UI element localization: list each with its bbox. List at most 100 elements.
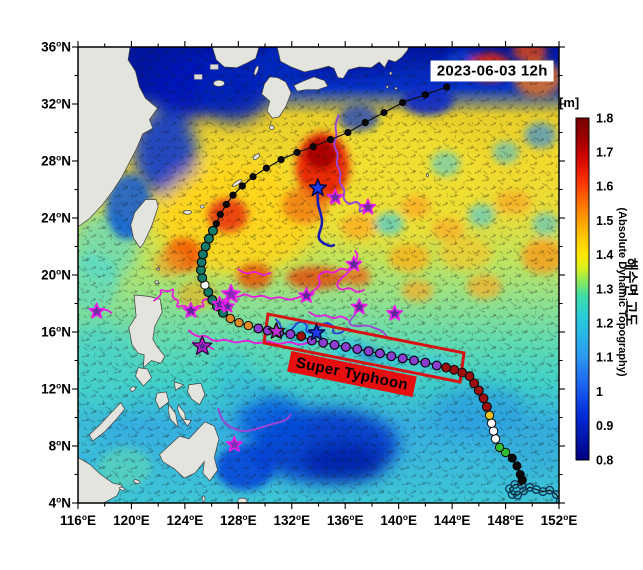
track-point [500, 447, 511, 458]
axis-tick-label: 24oN [41, 209, 71, 225]
track-point [399, 98, 407, 107]
star-marker [359, 198, 377, 215]
track-point [420, 357, 431, 368]
colorbar-unit-label: [m] [559, 95, 580, 110]
map-axes: 116oE 120oE 124oE 128oE 132oE 136oE 140oE 144oE… [41, 38, 577, 528]
track-point [510, 479, 520, 489]
star-marker [221, 283, 241, 303]
track-point [490, 434, 501, 444]
track-point [234, 318, 244, 328]
track-point [555, 496, 559, 503]
track-point [551, 489, 559, 499]
track-point [207, 225, 218, 236]
track-point [222, 200, 230, 209]
axis-tick-label: 148oE [487, 512, 524, 528]
axis-tick-label: 4oN [49, 494, 71, 510]
track-point [318, 337, 329, 348]
axis-tick-label: 152oE [541, 512, 578, 528]
track-point [243, 320, 254, 331]
track-point [494, 442, 505, 453]
track-point [326, 136, 335, 144]
axis-tick-label: 120oE [113, 512, 150, 528]
track-point [296, 331, 307, 342]
track-point [473, 385, 484, 396]
track-point [293, 148, 301, 157]
track-point [431, 360, 442, 371]
axis-tick-label: 16oN [41, 323, 71, 339]
track-point [361, 118, 369, 127]
track-point [253, 323, 264, 334]
colorbar-tick-label: 1.8 [596, 111, 613, 125]
axis-tick-label: 12oN [41, 380, 71, 396]
colorbar-tick-label: 1 [596, 385, 603, 399]
track-point [238, 182, 246, 190]
star-marker [307, 323, 326, 341]
axis-tick-label: 124oE [167, 512, 204, 528]
typhoon-track-points [195, 83, 559, 503]
axis-tick-label: 28oN [41, 152, 71, 168]
star-marker [88, 302, 106, 319]
star-marker [267, 322, 286, 339]
axis-tick-label: 20oN [41, 266, 71, 282]
star-marker [350, 298, 368, 315]
star-markers [88, 178, 404, 452]
colorbar-tick-label: 1.4 [596, 248, 613, 262]
star-marker [326, 188, 344, 205]
track-point [481, 401, 492, 412]
track-point [203, 233, 214, 244]
track-point [441, 362, 452, 373]
track-point [449, 364, 460, 375]
track-point [421, 91, 429, 99]
track-point [309, 143, 317, 151]
track-point [484, 410, 495, 421]
track-point [513, 490, 523, 500]
track-point [363, 346, 374, 357]
star-marker [345, 255, 363, 272]
track-point [515, 470, 525, 479]
axis-tick-label: 132oE [273, 512, 310, 528]
star-marker [308, 178, 328, 197]
axis-tick-label: 36oN [41, 38, 71, 54]
colorbar-tick-label: 0.9 [596, 419, 613, 433]
track-point [545, 485, 555, 495]
axis-tick-label: 144oE [434, 512, 471, 528]
colorbar-tick-label: 0.8 [596, 453, 613, 467]
track-point [486, 418, 497, 428]
axis-tick-label: 116oE [60, 512, 96, 528]
track-point [469, 378, 480, 389]
colorbar-tick-label: 1.3 [596, 282, 613, 296]
axis-tick-label: 8oN [49, 437, 71, 453]
track-point [386, 351, 397, 362]
track-point [344, 128, 352, 137]
track-point [212, 220, 220, 228]
track-point [249, 173, 257, 181]
axis-tick-label: 136oE [327, 512, 364, 528]
track-point [277, 155, 285, 164]
track-point [229, 191, 237, 199]
track-point [512, 461, 522, 471]
colorbar-tick-label: 1.2 [596, 317, 613, 331]
track-point [443, 83, 451, 91]
star-marker [220, 298, 236, 313]
track-point [216, 210, 224, 219]
axis-tick-label: 128oE [220, 512, 257, 528]
colorbar: 1.8 1.7 1.6 1.5 1.4 1.3 1.2 1.1 1 0.9 0.8 [575, 111, 613, 467]
track-point [340, 341, 351, 352]
star-marker [386, 304, 404, 321]
track-point [374, 348, 385, 359]
track-point [397, 353, 408, 364]
colorbar-title-english: (Absolute Dynamic Topography) [616, 207, 628, 377]
star-marker [298, 286, 315, 303]
axis-tick-label: 32oN [41, 95, 71, 111]
land-layer [78, 47, 429, 503]
colorbar-tick-label: 1.5 [596, 214, 613, 228]
track-point [505, 484, 515, 494]
track-point [507, 453, 517, 463]
colorbar-tick-label: 1.7 [596, 146, 613, 160]
track-point [352, 344, 363, 355]
colorbar-tick-label: 1.1 [596, 351, 613, 365]
axis-tick-label: 140oE [380, 512, 417, 528]
star-marker-core [197, 340, 208, 351]
